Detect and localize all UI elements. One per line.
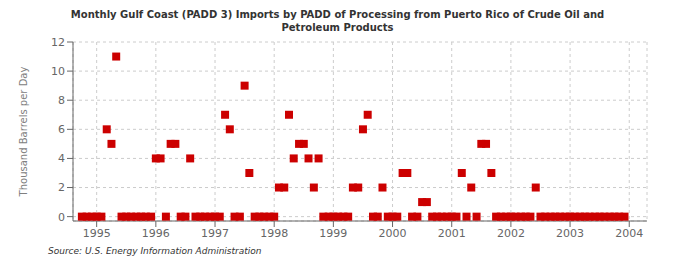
html-text:Monthly Gulf Coast (PADD 3) Im: Monthly Gulf Coast (PADD 3) Imports by P… [70,9,605,20]
svg-text:Thousand Barrels per Day: Thousand Barrels per Day [18,67,29,198]
svg-text:12: 12 [51,36,65,49]
html-text:Petroleum Products: Petroleum Products [281,22,394,33]
svg-text:4: 4 [58,152,65,165]
svg-text:2003: 2003 [556,227,584,240]
svg-text:8: 8 [58,94,65,107]
svg-text:1995: 1995 [83,227,111,240]
svg-text:2: 2 [58,181,65,194]
svg-text:1998: 1998 [260,227,288,240]
svg-text:6: 6 [58,123,65,136]
svg-text:2001: 2001 [438,227,466,240]
svg-text:1999: 1999 [319,227,347,240]
svg-text:1997: 1997 [201,227,229,240]
svg-text:10: 10 [51,65,65,78]
svg-text:1996: 1996 [142,227,170,240]
svg-text:2000: 2000 [379,227,407,240]
svg-text:0: 0 [58,211,65,224]
html-text:Source: U.S. Energy Informatio: Source: U.S. Energy Information Administ… [48,246,262,256]
svg-text:2002: 2002 [497,227,525,240]
svg-text:2004: 2004 [615,227,643,240]
